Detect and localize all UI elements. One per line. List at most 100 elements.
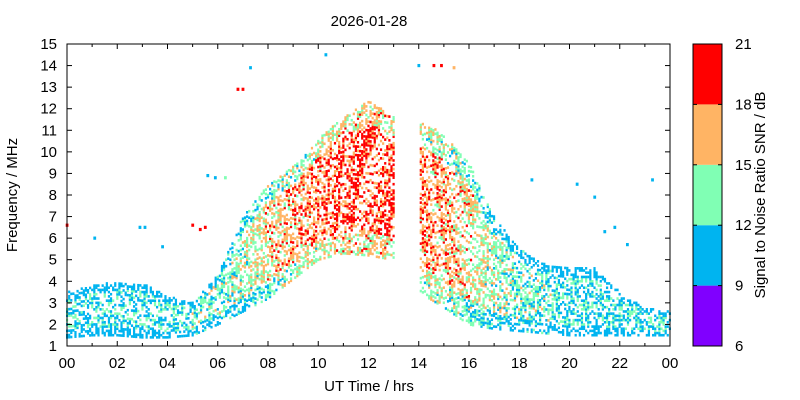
data-point (425, 250, 429, 254)
data-point (342, 217, 345, 221)
data-point (373, 142, 376, 146)
data-point (306, 260, 309, 263)
data-point (183, 300, 186, 303)
data-point (361, 229, 364, 233)
data-point (430, 233, 433, 237)
data-point (425, 261, 429, 264)
data-point (459, 235, 462, 238)
data-point (97, 329, 100, 333)
data-point (306, 214, 309, 218)
data-point (235, 257, 238, 260)
data-point (495, 245, 498, 249)
data-point (528, 261, 531, 265)
data-point (289, 236, 293, 239)
data-point (423, 225, 427, 229)
data-point (428, 234, 431, 238)
data-point (235, 276, 238, 280)
data-point (503, 304, 506, 308)
data-point (132, 328, 136, 332)
data-point (425, 293, 429, 297)
data-point (384, 149, 387, 152)
data-point (449, 260, 452, 264)
data-point (511, 266, 514, 270)
data-point (453, 159, 456, 163)
data-point (478, 305, 481, 309)
data-point (187, 332, 190, 335)
data-point (520, 318, 523, 322)
data-point (432, 163, 435, 167)
data-point (434, 171, 437, 174)
data-point (80, 328, 83, 331)
data-point (382, 247, 385, 251)
data-point (239, 253, 242, 256)
data-point (375, 162, 378, 166)
data-point (484, 306, 487, 310)
data-point (373, 240, 376, 243)
data-point (250, 219, 253, 223)
data-point (204, 326, 207, 329)
data-point (233, 273, 236, 277)
data-point (323, 198, 326, 202)
data-point (243, 253, 247, 256)
data-point (248, 287, 251, 291)
data-point (361, 137, 364, 140)
data-point (168, 305, 171, 309)
data-point (536, 303, 540, 306)
data-point (287, 190, 291, 194)
data-point (530, 274, 533, 278)
data-point (91, 299, 94, 303)
data-point (524, 321, 527, 325)
data-point (352, 218, 355, 221)
data-point (80, 326, 83, 329)
data-point (105, 299, 108, 302)
data-point (122, 297, 125, 301)
data-point (319, 255, 322, 259)
data-point (239, 259, 242, 263)
data-point (371, 144, 374, 148)
data-point (333, 236, 337, 240)
data-point (300, 241, 303, 244)
data-point (557, 326, 561, 330)
data-point (425, 269, 429, 273)
data-point (482, 291, 485, 294)
data-point (315, 178, 318, 181)
data-point (323, 157, 326, 161)
data-point (193, 311, 196, 315)
data-point (457, 182, 460, 185)
data-point (365, 187, 368, 190)
data-point (348, 159, 351, 163)
data-point (428, 284, 431, 287)
data-point (566, 331, 569, 335)
data-point (128, 330, 131, 334)
data-point (463, 298, 466, 302)
data-point (379, 167, 383, 171)
data-point (128, 332, 131, 336)
data-point (480, 279, 483, 283)
data-point (392, 150, 395, 154)
data-point (235, 248, 238, 252)
data-point (377, 217, 381, 220)
data-point (149, 312, 152, 315)
data-point (231, 313, 234, 317)
data-point (319, 160, 322, 164)
data-point (107, 301, 111, 305)
data-point (467, 273, 471, 277)
data-point (181, 334, 184, 338)
data-point (321, 143, 324, 146)
data-point (474, 265, 477, 269)
data-point (549, 284, 552, 288)
data-point (273, 249, 276, 252)
data-point (292, 189, 295, 193)
data-point (271, 225, 274, 228)
data-point (434, 167, 437, 170)
data-point (181, 306, 184, 310)
data-point (289, 238, 293, 242)
data-point (482, 280, 485, 283)
data-point (250, 275, 253, 279)
data-point (160, 292, 163, 296)
data-point (526, 302, 529, 305)
data-point (551, 297, 554, 301)
data-point (97, 297, 100, 300)
data-point (126, 313, 129, 316)
data-point (206, 301, 209, 305)
